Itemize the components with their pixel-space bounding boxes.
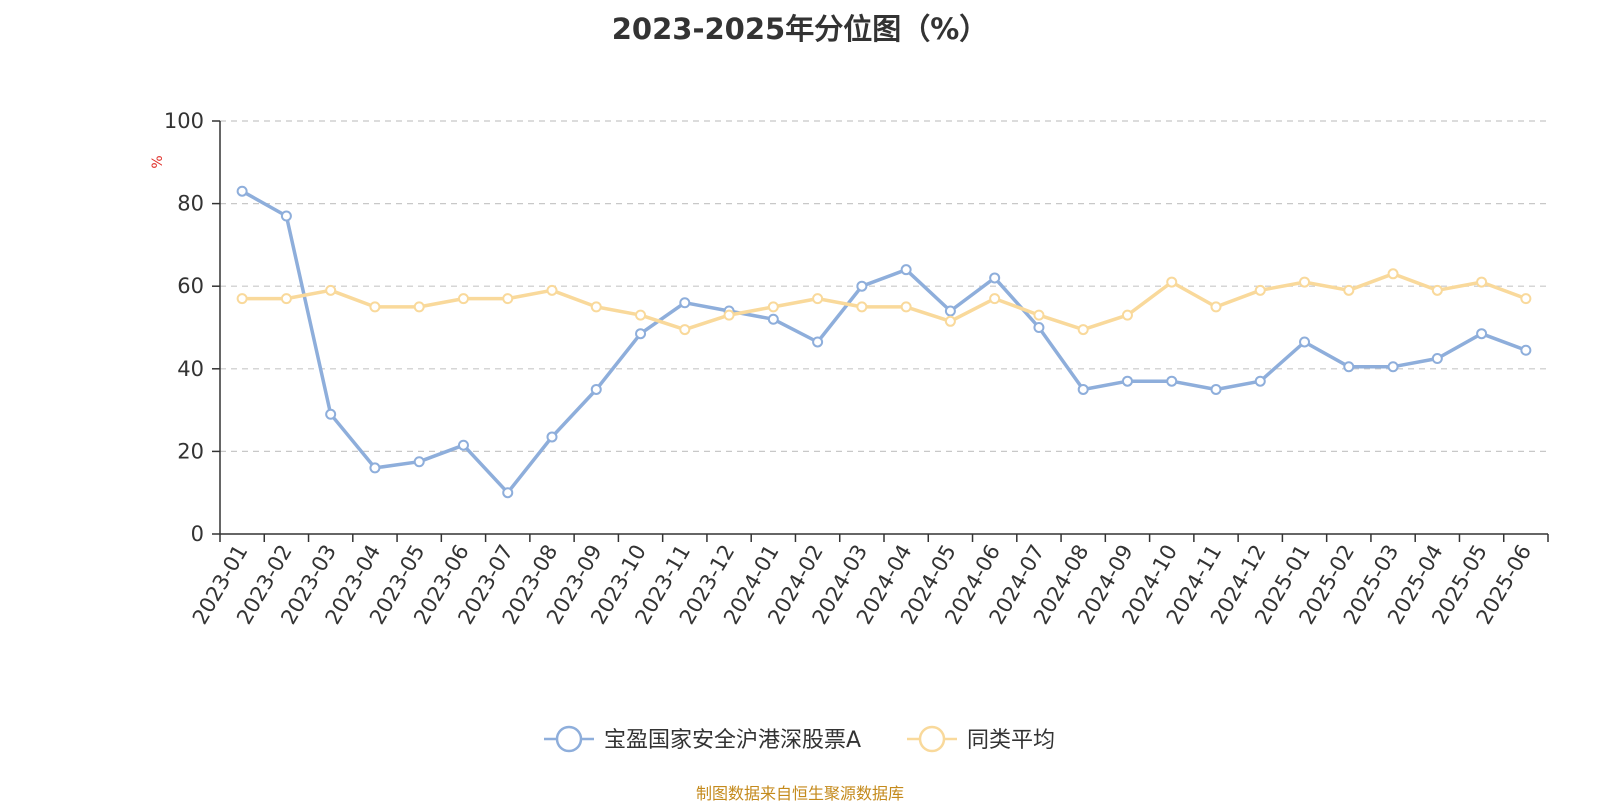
data-point [546, 284, 558, 296]
data-point [900, 301, 912, 313]
data-point [989, 272, 1001, 284]
y-tick-label: 60 [177, 274, 204, 298]
y-tick-label: 100 [164, 109, 204, 133]
legend-marker [555, 725, 583, 753]
source-note: 制图数据来自恒生聚源数据库 [695, 784, 904, 803]
data-point [1431, 352, 1443, 364]
data-point [590, 301, 602, 313]
data-point [457, 439, 469, 451]
data-point [1387, 268, 1399, 280]
chart-title: 2023-2025年分位图（%） [611, 12, 989, 46]
series-line-2 [242, 272, 1527, 332]
data-point [1476, 328, 1488, 340]
data-point [1476, 276, 1488, 288]
data-point [325, 284, 337, 296]
y-tick-label: 40 [177, 357, 204, 381]
data-point [812, 336, 824, 348]
data-point [1033, 322, 1045, 333]
data-point [767, 313, 779, 325]
data-point [502, 487, 514, 499]
data-point [944, 315, 956, 327]
data-point [856, 301, 868, 313]
data-point [989, 293, 1001, 305]
series-lines [236, 185, 1532, 499]
data-point [457, 293, 469, 305]
legend-label: 同类平均 [967, 728, 1055, 753]
data-point [635, 328, 647, 340]
data-point [767, 301, 779, 313]
data-point [280, 293, 292, 305]
data-point [590, 383, 602, 395]
data-point [236, 293, 248, 305]
data-point [546, 431, 558, 443]
y-tick-label: 20 [177, 439, 204, 463]
data-point [1343, 361, 1355, 373]
data-point [236, 185, 248, 197]
data-point [812, 293, 824, 305]
data-point [502, 293, 514, 305]
data-point [1121, 309, 1133, 321]
data-point [679, 297, 691, 309]
y-tick-label: 80 [177, 192, 204, 216]
data-point [635, 309, 647, 321]
data-point [1254, 375, 1266, 387]
data-point [1166, 276, 1178, 288]
data-point [1121, 375, 1133, 387]
data-point [1254, 284, 1266, 296]
data-point [1077, 324, 1089, 336]
legend-label: 宝盈国家安全沪港深股票A [604, 728, 861, 753]
data-point [325, 408, 337, 420]
data-point [369, 462, 381, 474]
grid-lines [220, 120, 1548, 452]
data-point [856, 280, 868, 292]
data-point [413, 456, 425, 468]
data-point [1299, 336, 1311, 348]
data-point [280, 210, 292, 222]
data-point [679, 324, 691, 336]
data-point [1077, 383, 1089, 395]
data-point [1520, 293, 1532, 305]
y-axis-label: % [150, 155, 166, 168]
data-point [1343, 284, 1355, 296]
data-point [1520, 344, 1532, 356]
data-point [413, 301, 425, 313]
data-point [1210, 383, 1222, 395]
y-tick-label: 0 [191, 522, 204, 546]
legend-marker [918, 725, 946, 753]
data-point [944, 305, 956, 317]
data-point [369, 301, 381, 313]
data-point [1387, 361, 1399, 373]
data-point [1166, 375, 1178, 387]
data-point [1431, 284, 1443, 296]
data-point [1033, 309, 1045, 321]
series-line-1 [241, 189, 1527, 495]
data-point [1210, 301, 1222, 313]
data-point [723, 309, 735, 321]
legend: 宝盈国家安全沪港深股票A 同类平均 [544, 725, 1055, 753]
data-point [900, 264, 912, 276]
data-point [1299, 276, 1311, 288]
